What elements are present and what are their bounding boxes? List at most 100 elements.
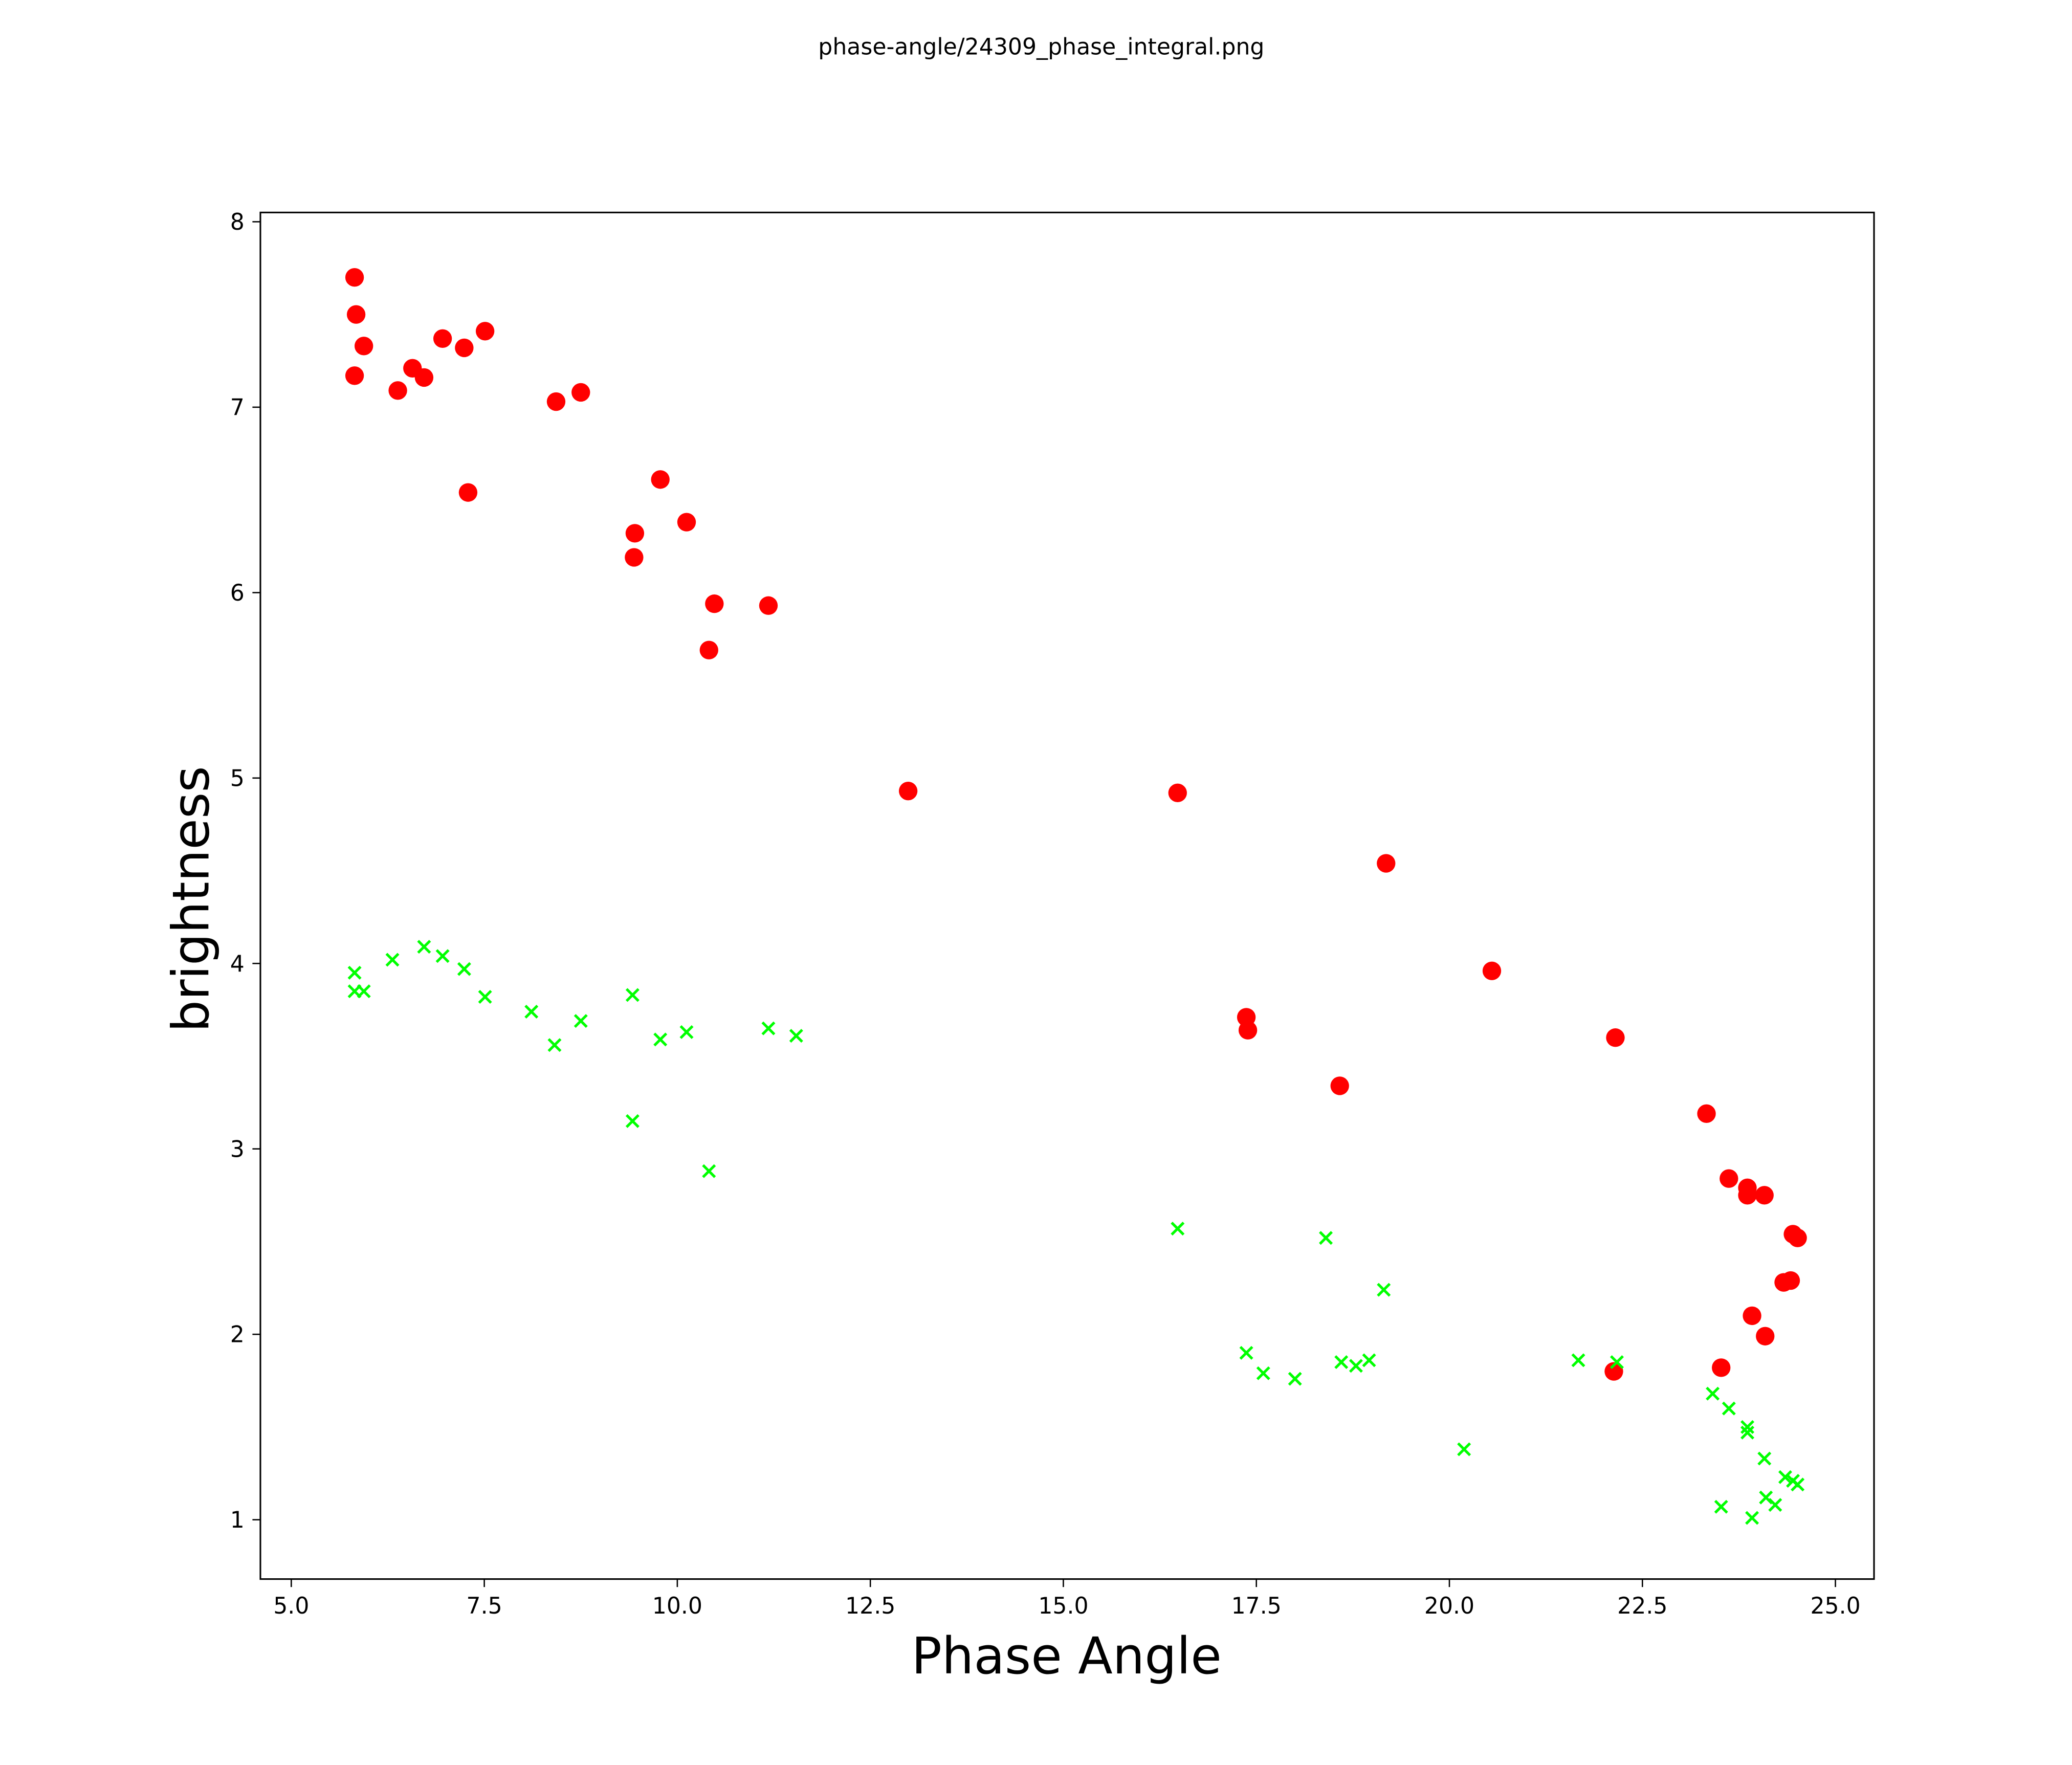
green-data-point <box>1778 1470 1793 1484</box>
y-tick-label: 5 <box>230 765 245 791</box>
green-data-point <box>1571 1353 1585 1367</box>
red-data-point <box>1168 783 1187 802</box>
green-data-point <box>625 988 640 1002</box>
red-data-point <box>1755 1186 1774 1205</box>
x-tick-label: 20.0 <box>1424 1593 1474 1619</box>
y-tick-label: 4 <box>230 951 245 977</box>
green-data-point <box>1288 1372 1302 1386</box>
green-data-point <box>385 953 400 967</box>
x-tick-label: 15.0 <box>1038 1593 1088 1619</box>
y-tick-label: 8 <box>230 209 245 235</box>
chart-title: phase-angle/24309_phase_integral.png <box>818 34 1264 60</box>
red-data-point <box>1606 1028 1625 1047</box>
red-data-point <box>1712 1358 1731 1377</box>
red-data-point <box>1743 1306 1761 1326</box>
green-data-point <box>1610 1355 1624 1370</box>
red-data-point <box>1482 961 1502 980</box>
red-data-point <box>1788 1228 1807 1247</box>
green-data-point <box>1745 1511 1759 1525</box>
green-data-point <box>1349 1359 1363 1373</box>
y-tick-label: 1 <box>230 1507 245 1533</box>
red-data-point <box>677 513 696 532</box>
red-data-point <box>571 383 590 402</box>
red-data-point <box>1781 1271 1800 1290</box>
x-tick-label: 17.5 <box>1231 1593 1282 1619</box>
green-data-point <box>1362 1353 1376 1367</box>
green-data-point <box>347 965 362 980</box>
green-data-point <box>435 949 450 963</box>
green-data-point <box>1740 1420 1755 1434</box>
green-data-point <box>1256 1366 1270 1380</box>
red-data-point <box>1604 1362 1623 1381</box>
red-data-point <box>1238 1021 1258 1040</box>
red-data-point <box>388 381 407 400</box>
red-data-point <box>625 548 644 567</box>
green-data-point <box>1377 1283 1391 1297</box>
x-axis-label: Phase Angle <box>911 1627 1222 1686</box>
red-data-point <box>1720 1169 1738 1188</box>
red-data-point <box>1330 1076 1349 1095</box>
x-tick-label: 12.5 <box>845 1593 895 1619</box>
green-data-point <box>761 1021 776 1035</box>
green-data-point <box>1457 1442 1471 1457</box>
red-data-point <box>898 782 918 801</box>
red-data-point <box>1738 1186 1757 1205</box>
red-data-point <box>345 366 364 385</box>
green-data-point <box>574 1014 588 1028</box>
green-data-point <box>457 962 471 976</box>
green-data-point <box>1714 1499 1728 1514</box>
green-data-point <box>653 1032 668 1047</box>
red-data-point <box>651 470 670 489</box>
y-axis-ticks: 1 2 3 4 5 6 7 8 <box>230 209 260 1533</box>
green-data-point <box>1706 1386 1720 1401</box>
plot-marks <box>345 268 1807 1525</box>
y-tick-label: 7 <box>230 394 245 421</box>
green-data-point <box>1791 1477 1805 1492</box>
green-data-point <box>417 940 431 954</box>
red-data-point <box>345 268 364 287</box>
green-data-point <box>1171 1222 1185 1236</box>
green-data-point <box>1334 1355 1349 1370</box>
green-data-point <box>1239 1345 1253 1360</box>
red-data-point <box>414 368 434 387</box>
red-data-point <box>759 596 778 615</box>
x-tick-label: 25.0 <box>1810 1593 1860 1619</box>
green-data-point <box>524 1004 539 1019</box>
red-data-point <box>1697 1104 1716 1123</box>
green-data-point <box>478 989 492 1004</box>
y-tick-label: 3 <box>230 1136 245 1162</box>
y-tick-label: 6 <box>230 580 245 606</box>
green-data-point <box>1768 1498 1782 1512</box>
green-data-point <box>357 984 371 999</box>
x-tick-label: 5.0 <box>273 1593 309 1619</box>
x-tick-label: 10.0 <box>652 1593 702 1619</box>
y-axis-label: brightness <box>162 766 221 1032</box>
red-data-point <box>455 338 474 358</box>
plot-frame <box>259 211 1875 1580</box>
y-tick-label: 2 <box>230 1322 245 1348</box>
green-data-point <box>789 1029 803 1043</box>
green-data-point <box>1740 1425 1755 1440</box>
x-tick-label: 7.5 <box>467 1593 502 1619</box>
green-data-point <box>1319 1231 1333 1245</box>
red-data-point <box>625 524 645 543</box>
red-data-point <box>546 392 566 411</box>
red-data-point <box>355 337 373 356</box>
red-data-point <box>1756 1327 1775 1345</box>
x-axis-ticks: 5.0 7.5 10.0 12.5 15.0 17.5 20.0 22.5 25.0 <box>273 1579 1861 1619</box>
red-data-point <box>1377 854 1396 873</box>
red-data-point <box>433 329 452 348</box>
red-data-point <box>705 594 724 613</box>
red-data-point <box>346 305 366 324</box>
green-data-point <box>1757 1451 1772 1466</box>
green-data-point <box>679 1025 694 1039</box>
green-data-point <box>547 1038 562 1052</box>
green-data-point <box>1722 1401 1736 1416</box>
red-data-point <box>458 483 478 502</box>
green-data-point <box>702 1164 716 1178</box>
green-data-point <box>625 1114 640 1128</box>
red-data-point <box>475 322 495 341</box>
red-data-point <box>699 641 718 659</box>
x-tick-label: 22.5 <box>1617 1593 1667 1619</box>
